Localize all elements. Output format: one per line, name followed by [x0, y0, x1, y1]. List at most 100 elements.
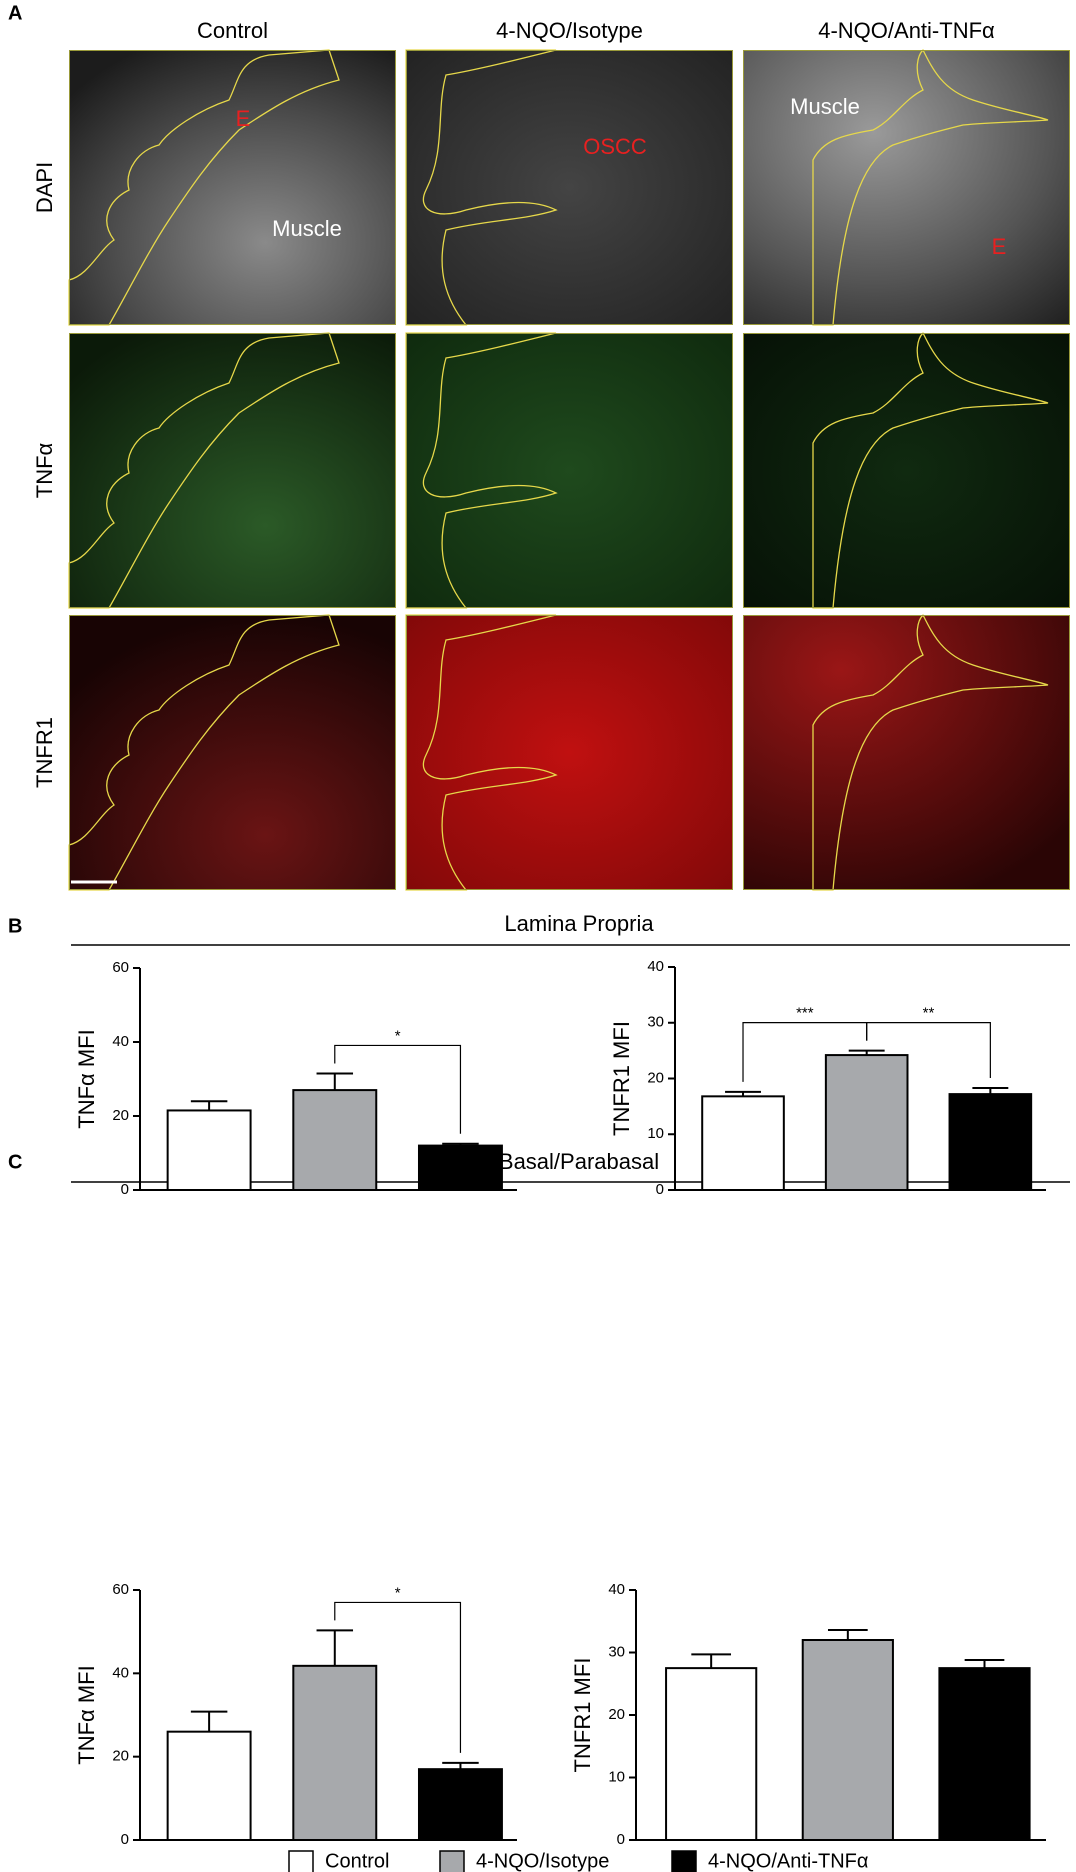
y-tick-label: 10 — [647, 1125, 664, 1142]
bar — [801, 1639, 894, 1841]
image-border — [69, 333, 396, 608]
bar — [417, 1768, 503, 1841]
y-tick-label: 30 — [608, 1643, 625, 1660]
bar — [292, 1664, 378, 1842]
bar — [701, 1095, 785, 1191]
image-annotation: Muscle — [790, 94, 860, 119]
y-tick-label: 20 — [608, 1706, 625, 1723]
legend-swatch — [288, 1850, 314, 1872]
image-annotation: E — [236, 106, 251, 131]
legend-label: 4-NQO/Anti-TNFα — [708, 1850, 868, 1872]
tissue-outline — [405, 332, 558, 609]
tissue-outline — [405, 49, 558, 326]
section-title: Lamina Propria — [504, 911, 654, 936]
y-tick-label: 20 — [647, 1069, 664, 1086]
panel-letter: A — [8, 2, 22, 24]
image-tile — [743, 50, 1070, 325]
column-label: 4-NQO/Isotype — [496, 18, 643, 43]
y-tick-label: 40 — [112, 1664, 129, 1681]
y-axis-label: TNFα MFI — [74, 1665, 99, 1764]
micrograph — [405, 332, 733, 609]
y-tick-label: 0 — [121, 1181, 129, 1198]
image-tile — [743, 615, 1070, 890]
significance-bracket — [866, 1022, 991, 1078]
significance-bracket — [334, 1044, 462, 1134]
image-border — [743, 333, 1070, 608]
tissue-outline — [405, 614, 558, 891]
significance-label: *** — [796, 1005, 814, 1022]
micrograph — [405, 614, 733, 891]
section-title: Basal/Parabasal — [499, 1149, 659, 1174]
image-tile — [406, 333, 733, 608]
micrograph — [743, 331, 1070, 609]
image-border — [69, 50, 396, 325]
y-tick-label: 0 — [617, 1831, 625, 1848]
bar — [417, 1144, 503, 1191]
micrograph — [405, 49, 733, 326]
bar — [166, 1109, 252, 1191]
image-border — [406, 50, 733, 325]
tissue-outline — [812, 613, 1049, 891]
y-axis-label: TNFR1 MFI — [609, 1021, 634, 1136]
bar — [824, 1054, 909, 1191]
image-border — [743, 50, 1070, 325]
y-tick-label: 0 — [656, 1181, 664, 1198]
image-border — [406, 333, 733, 608]
y-axis-label: TNFR1 MFI — [570, 1658, 595, 1773]
image-annotation: Muscle — [272, 216, 342, 241]
bar — [665, 1667, 758, 1841]
image-border — [406, 615, 733, 890]
column-label: Control — [197, 18, 268, 43]
panel-letter: B — [8, 915, 22, 937]
panel-letter: C — [8, 1151, 22, 1173]
significance-label: * — [395, 1027, 401, 1044]
tissue-outline — [812, 331, 1049, 609]
bar — [166, 1730, 252, 1841]
image-border — [743, 615, 1070, 890]
y-tick-label: 20 — [112, 1748, 129, 1765]
image-tile — [406, 50, 733, 325]
significance-label: * — [395, 1584, 401, 1601]
y-tick-label: 0 — [121, 1831, 129, 1848]
y-tick-label: 20 — [112, 1107, 129, 1124]
y-tick-label: 40 — [608, 1581, 625, 1598]
y-axis-label: TNFα MFI — [74, 1029, 99, 1128]
tissue-outline — [68, 49, 340, 326]
y-tick-label: 10 — [608, 1768, 625, 1785]
legend-label: 4-NQO/Isotype — [476, 1850, 609, 1872]
image-tile — [69, 50, 396, 325]
micrograph — [68, 332, 396, 609]
tissue-outline — [812, 48, 1049, 326]
column-label: 4-NQO/Anti-TNFα — [818, 18, 995, 43]
micrograph — [743, 613, 1070, 891]
y-tick-label: 60 — [112, 1581, 129, 1598]
y-tick-label: 40 — [112, 1033, 129, 1050]
bar — [938, 1667, 1031, 1841]
bar — [948, 1093, 1033, 1191]
micrograph — [743, 48, 1070, 326]
row-label: TNFR1 — [32, 717, 57, 788]
image-annotation: E — [992, 234, 1007, 259]
image-border — [69, 615, 396, 890]
tissue-outline — [68, 614, 340, 891]
tissue-outline — [68, 332, 340, 609]
bar — [292, 1089, 378, 1191]
legend-swatch — [671, 1850, 697, 1872]
y-tick-label: 30 — [647, 1014, 664, 1031]
y-tick-label: 40 — [647, 958, 664, 975]
row-label: DAPI — [32, 162, 57, 213]
image-tile — [406, 615, 733, 890]
image-tile — [743, 333, 1070, 608]
legend-swatch — [439, 1850, 465, 1872]
image-tile — [69, 333, 396, 608]
image-tile — [69, 615, 396, 890]
legend-label: Control — [325, 1850, 389, 1872]
micrograph — [68, 49, 396, 326]
image-annotation: OSCC — [583, 134, 647, 159]
y-tick-label: 60 — [112, 959, 129, 976]
micrograph — [68, 614, 396, 891]
row-label: TNFα — [32, 442, 57, 498]
significance-bracket — [334, 1601, 462, 1753]
significance-label: ** — [923, 1005, 935, 1022]
